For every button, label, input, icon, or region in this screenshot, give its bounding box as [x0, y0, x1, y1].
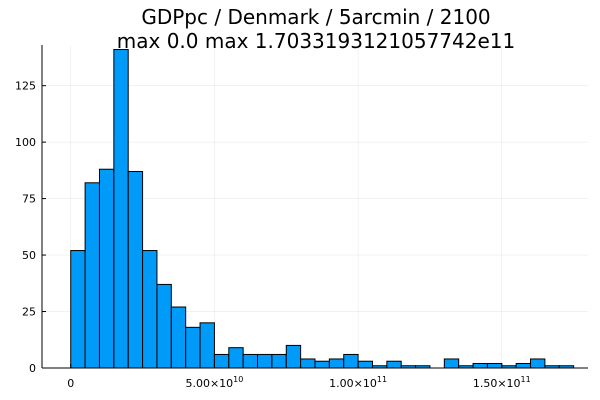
- y-tick-label: 100: [15, 136, 36, 149]
- histogram-bar: [113, 49, 129, 369]
- histogram-bar: [357, 360, 373, 369]
- histogram-bar: [271, 353, 287, 369]
- axes: [41, 45, 588, 369]
- histogram-bar: [213, 353, 230, 369]
- y-tick-label: 0: [29, 362, 36, 375]
- histogram-bar: [328, 358, 345, 369]
- x-tick-label: 0: [67, 377, 74, 390]
- chart-title-line-1: GDPpc / Denmark / 5arcmin / 2100: [141, 5, 490, 29]
- histogram-bar: [386, 360, 402, 369]
- histogram-bar: [70, 250, 86, 369]
- histogram-bar: [98, 168, 115, 369]
- histogram-bar: [199, 322, 215, 369]
- histogram-bar: [443, 358, 460, 369]
- x-tick-label: 1.50×1011: [473, 375, 531, 390]
- histogram-bar: [142, 250, 158, 369]
- chart-title-line-2: max 0.0 max 1.7033193121057742e11: [117, 29, 515, 53]
- histogram-bar: [84, 182, 100, 369]
- histogram-bar: [242, 353, 259, 369]
- y-tick-label: 25: [22, 306, 36, 319]
- histogram-bar: [170, 306, 187, 369]
- tick-labels: 0 25 50 75 100 125 0 5.00×1010 1.00×1011 1.50×101…: [15, 80, 531, 390]
- histogram-bar: [185, 326, 201, 369]
- histogram-bar: [127, 170, 144, 369]
- histogram-bar: [156, 283, 172, 369]
- histogram-bar: [515, 362, 532, 369]
- histogram-bar: [228, 347, 244, 369]
- histogram-bars: [70, 49, 575, 369]
- histogram-bar: [472, 362, 488, 369]
- y-tick-label: 50: [22, 249, 36, 262]
- histogram-bar: [300, 358, 316, 369]
- histogram-bar: [343, 353, 359, 369]
- histogram-bar: [486, 362, 503, 369]
- y-tick-label: 125: [15, 80, 36, 93]
- histogram-bar: [314, 360, 330, 369]
- y-tick-label: 75: [22, 193, 36, 206]
- histogram-bar: [530, 358, 546, 369]
- histogram-bar: [285, 344, 302, 369]
- x-tick-label: 1.00×1011: [329, 375, 387, 390]
- histogram-bar: [257, 353, 273, 369]
- x-tick-label: 5.00×1010: [185, 375, 243, 390]
